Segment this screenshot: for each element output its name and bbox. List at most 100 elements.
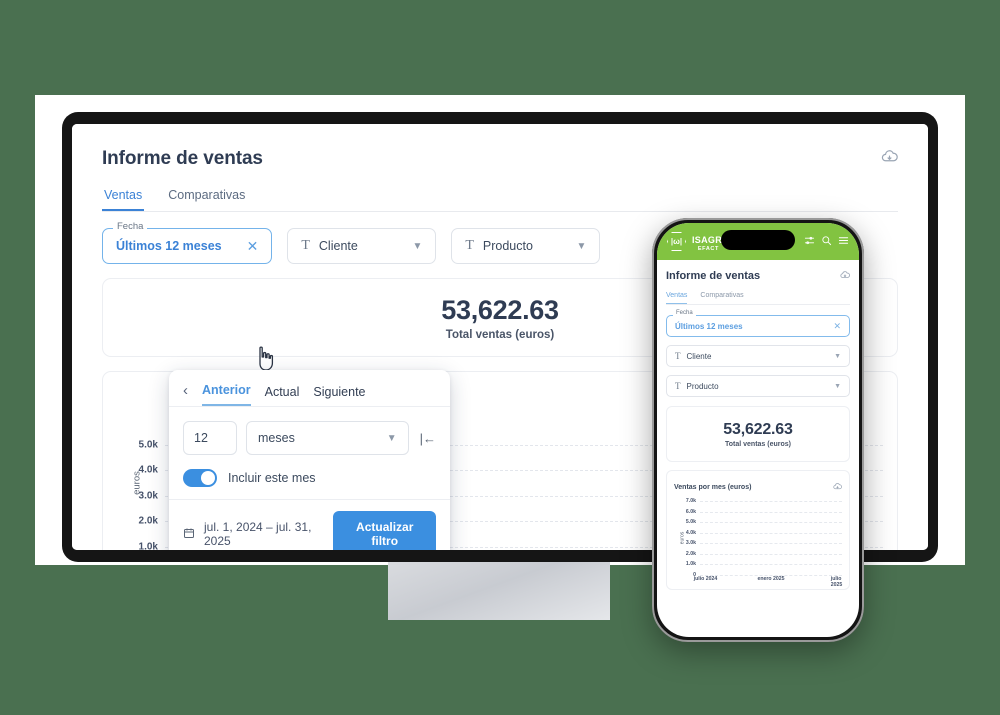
desktop-gridline bbox=[165, 444, 883, 446]
close-icon[interactable]: ✕ bbox=[833, 320, 841, 331]
desktop-filter-row: Fecha Últimos 12 meses ✕ T Cliente ▼ bbox=[102, 221, 898, 264]
phone-chart-bars bbox=[700, 501, 842, 575]
phone-gridline bbox=[700, 511, 842, 513]
phone-filter-cliente-wrap: T Cliente ▼ bbox=[666, 345, 850, 367]
date-filter-dropdown: ‹ Anterior Actual Siguiente meses ▼ |← bbox=[169, 370, 450, 550]
phone-gridline bbox=[700, 553, 842, 555]
calendar-icon bbox=[183, 527, 195, 542]
incluir-este-mes-toggle[interactable] bbox=[183, 469, 217, 487]
tab-comparativas[interactable]: Comparativas bbox=[168, 188, 246, 202]
text-type-icon: T bbox=[301, 238, 310, 253]
hamburger-menu-icon[interactable] bbox=[838, 233, 849, 251]
desktop-chart-plot: euros 1.0k 2.0k 3.0k 4.0k 5.0k bbox=[131, 394, 883, 550]
chevron-down-icon: ▼ bbox=[576, 240, 587, 252]
kpi-label: Total ventas (euros) bbox=[445, 329, 555, 341]
phone-gridline bbox=[700, 522, 842, 524]
chevron-down-icon: ▼ bbox=[834, 382, 841, 390]
phone-ytick-label: 3.0k bbox=[685, 540, 696, 547]
desktop-ytick-label: 1.0k bbox=[138, 541, 158, 550]
phone-xtick-label: enero 2025 bbox=[757, 576, 785, 582]
cloud-download-icon[interactable] bbox=[881, 148, 898, 170]
snap-to-start-icon[interactable]: |← bbox=[419, 430, 436, 446]
desktop-gridline bbox=[165, 470, 883, 472]
text-type-icon: T bbox=[675, 351, 681, 361]
phone-chart-card: Ventas por mes (euros) euros 0 1.0k 2.0k 3.… bbox=[666, 470, 850, 590]
filter-fecha-wrap: Fecha Últimos 12 meses ✕ bbox=[102, 221, 273, 264]
phone-ytick-label: 7.0k bbox=[685, 498, 696, 504]
desktop-ytick-label: 5.0k bbox=[138, 439, 158, 451]
phone-gridline bbox=[700, 501, 842, 502]
close-icon[interactable]: ✕ bbox=[246, 237, 259, 254]
unit-select-value: meses bbox=[258, 431, 295, 445]
dropdown-footer: jul. 1, 2024 – jul. 31, 2025 Actualizar … bbox=[169, 499, 450, 550]
desktop-tabs: Ventas Comparativas bbox=[102, 188, 898, 212]
brand-name-sub: EFACT bbox=[697, 245, 719, 252]
phone-filter-cliente[interactable]: T Cliente ▼ bbox=[666, 345, 850, 367]
unit-select[interactable]: meses ▼ bbox=[246, 421, 409, 455]
filter-fecha[interactable]: Últimos 12 meses ✕ bbox=[102, 228, 273, 264]
dropdown-tab-siguiente[interactable]: Siguiente bbox=[313, 385, 366, 399]
phone-tab-ventas[interactable]: Ventas bbox=[666, 292, 688, 304]
tab-ventas[interactable]: Ventas bbox=[102, 188, 145, 211]
phone-filter-fecha-legend: Fecha bbox=[673, 310, 696, 316]
phone-screen: |ω| ISAGRI EFACT bbox=[657, 223, 859, 637]
phone-chart-header: Ventas por mes (euros) bbox=[674, 478, 842, 496]
page-title: Informe de ventas bbox=[102, 148, 263, 169]
dropdown-tab-actual[interactable]: Actual bbox=[264, 385, 300, 399]
filter-fecha-legend: Fecha bbox=[113, 221, 148, 232]
phone-kpi-value: 53,622.63 bbox=[723, 421, 793, 438]
dropdown-header: ‹ Anterior Actual Siguiente bbox=[169, 370, 450, 407]
phone-filter-producto-wrap: T Producto ▼ bbox=[666, 375, 850, 397]
phone-kpi-label: Total ventas (euros) bbox=[725, 441, 791, 448]
phone-chart-title: Ventas por mes (euros) bbox=[674, 483, 752, 491]
filter-cliente-wrap: T Cliente ▼ bbox=[287, 228, 437, 264]
text-type-icon: T bbox=[675, 381, 681, 391]
phone-filter-producto-value: Producto bbox=[686, 381, 719, 391]
phone-ytick-label: 5.0k bbox=[685, 519, 696, 526]
desktop-ytick-label: 2.0k bbox=[138, 515, 158, 527]
phone-title-row: Informe de ventas bbox=[666, 267, 850, 285]
phone-gridline bbox=[700, 564, 842, 566]
cloud-download-icon[interactable] bbox=[833, 478, 842, 496]
search-icon[interactable] bbox=[821, 233, 832, 251]
desktop-ytick-label: 4.0k bbox=[138, 464, 158, 476]
phone-ytick-label: 6.0k bbox=[685, 508, 696, 515]
phone-gridline bbox=[700, 575, 842, 576]
phone-xtick-label: julio 2024 bbox=[693, 576, 718, 582]
date-range-text: jul. 1, 2024 – jul. 31, 2025 bbox=[204, 520, 312, 548]
phone-header-icons bbox=[804, 233, 849, 251]
brand-name-main: ISAGRI bbox=[692, 234, 725, 245]
phone-chart-xaxis: julio 2024 enero 2025 julio 2025 bbox=[694, 575, 843, 588]
phone-filter-producto[interactable]: T Producto ▼ bbox=[666, 375, 850, 397]
chevron-left-icon[interactable]: ‹ bbox=[183, 382, 188, 399]
actualizar-filtro-button[interactable]: Actualizar filtro bbox=[333, 511, 436, 550]
amount-input[interactable] bbox=[183, 421, 237, 455]
desktop-gridline bbox=[165, 546, 883, 548]
filter-sliders-icon[interactable] bbox=[804, 233, 815, 251]
phone-filter-cliente-value: Cliente bbox=[686, 351, 712, 361]
dropdown-amount-row: meses ▼ |← bbox=[183, 421, 436, 455]
text-type-icon: T bbox=[465, 238, 474, 253]
phone-ytick-label: 1.0k bbox=[685, 561, 696, 568]
phone-gridline bbox=[700, 543, 842, 545]
chevron-down-icon: ▼ bbox=[834, 352, 841, 360]
filter-fecha-value: Últimos 12 meses bbox=[116, 239, 222, 253]
phone-tab-comparativas[interactable]: Comparativas bbox=[700, 292, 744, 299]
phone-kpi-card: 53,622.63 Total ventas (euros) bbox=[666, 406, 850, 462]
chevron-down-icon: ▼ bbox=[386, 432, 397, 444]
phone-gridline bbox=[700, 532, 842, 534]
dropdown-tab-anterior[interactable]: Anterior bbox=[202, 383, 251, 406]
phone-filter-fecha-value: Últimos 12 meses bbox=[675, 321, 743, 331]
cloud-download-icon[interactable] bbox=[840, 267, 850, 285]
filter-producto[interactable]: T Producto ▼ bbox=[451, 228, 601, 264]
desktop-title-row: Informe de ventas bbox=[102, 148, 898, 170]
phone-ytick-label: 4.0k bbox=[685, 529, 696, 536]
toggle-knob bbox=[201, 471, 215, 485]
phone-filter-fecha[interactable]: Últimos 12 meses ✕ bbox=[666, 315, 850, 337]
filter-cliente[interactable]: T Cliente ▼ bbox=[287, 228, 437, 264]
isagri-hexagon-logo-icon: |ω| bbox=[667, 232, 686, 251]
filter-cliente-value: Cliente bbox=[318, 239, 358, 253]
phone-xtick-label: julio 2025 bbox=[830, 576, 843, 588]
phone-ytick-label: 0 bbox=[693, 572, 696, 578]
